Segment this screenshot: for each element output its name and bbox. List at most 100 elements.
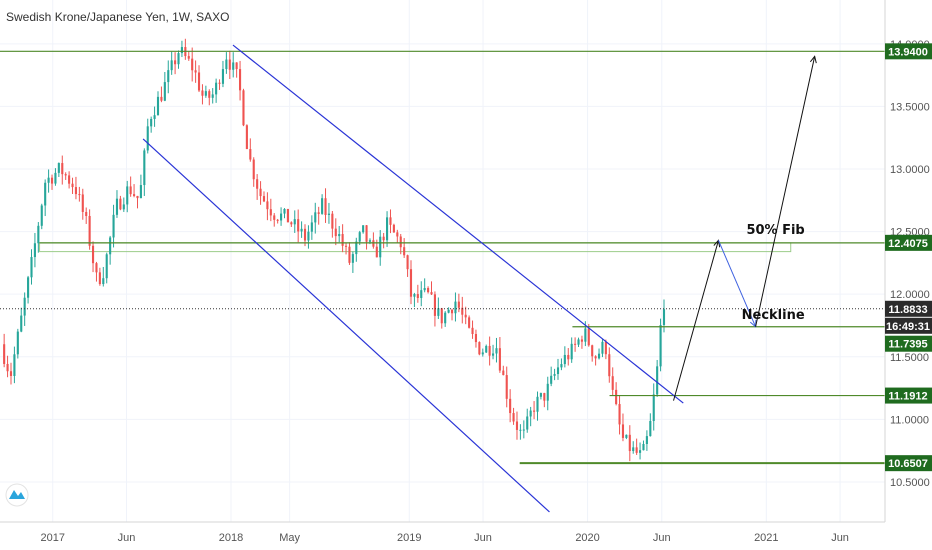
candle-body [201, 90, 204, 96]
candle-body [577, 339, 580, 345]
candle-body [498, 348, 501, 371]
candle-body [587, 328, 590, 346]
candle-body [454, 301, 457, 314]
candle-body [591, 345, 594, 357]
candle-body [177, 53, 180, 65]
projection-arrow-3-head [809, 55, 817, 64]
candle-body [447, 309, 450, 313]
candle-body [3, 344, 6, 364]
candle-body [519, 429, 522, 431]
candle-body [57, 163, 60, 173]
channel-line-upper [232, 44, 684, 404]
candle-body [283, 208, 286, 214]
candle-body [266, 201, 269, 210]
level-price-tag: 10.6507 [888, 458, 928, 470]
candle-body [102, 278, 105, 285]
candle-body [314, 212, 317, 223]
candle-body [91, 245, 95, 264]
candle-body [594, 356, 597, 359]
candle-body [228, 59, 231, 70]
candle-body [399, 236, 402, 248]
candle-body [502, 370, 505, 376]
channel-line-lower [142, 138, 550, 513]
candle-body [406, 255, 409, 270]
x-tick-label: Jun [653, 532, 671, 544]
candle-body [307, 231, 310, 241]
x-tick-label: May [279, 532, 300, 544]
candle-body [433, 294, 436, 316]
candle-body [286, 208, 289, 223]
levels-layer [0, 50, 885, 465]
x-tick-label: 2018 [219, 532, 243, 544]
candle-body [550, 375, 553, 384]
candle-body [474, 334, 478, 343]
candle-body [635, 447, 638, 453]
candle-body [129, 186, 132, 195]
candle-body [262, 196, 266, 202]
candle-body [47, 177, 50, 183]
candle-body [126, 186, 129, 205]
tradingview-logo-icon[interactable] [5, 483, 29, 507]
candle-body [98, 272, 101, 285]
candle-body [621, 424, 625, 438]
candle-body [256, 179, 259, 189]
current-price-tag-bg [885, 300, 932, 317]
candles-layer [3, 38, 666, 462]
candle-body [341, 234, 344, 246]
candle-body [437, 308, 440, 316]
candle-body [317, 212, 320, 214]
candle-body [358, 232, 361, 242]
candle-body [375, 246, 378, 258]
candle-body [580, 339, 584, 342]
candle-body [143, 150, 146, 186]
candle-body [652, 394, 655, 421]
candle-body [187, 56, 190, 59]
candle-body [85, 211, 88, 216]
candle-body [211, 94, 214, 98]
candle-body [471, 327, 474, 335]
x-tick-label: 2020 [575, 532, 599, 544]
candle-body [601, 341, 604, 354]
candle-body [242, 90, 245, 126]
candle-body [64, 174, 67, 176]
candle-body [625, 434, 628, 438]
candle-body [450, 309, 454, 314]
candle-body [604, 341, 607, 355]
candle-body [20, 315, 23, 332]
candle-body [208, 91, 211, 98]
candle-body [153, 115, 156, 119]
level-price-tag: 13.9400 [888, 46, 928, 58]
candle-body [488, 345, 491, 356]
candle-body [74, 187, 78, 195]
candle-body [362, 225, 365, 233]
candle-body [334, 228, 337, 237]
candle-body [461, 307, 464, 315]
candle-body [533, 410, 536, 412]
candle-body [163, 82, 166, 101]
candle-body [109, 237, 112, 255]
candle-body [259, 188, 262, 197]
candle-body [457, 301, 460, 308]
candle-body [156, 96, 160, 116]
candle-body [321, 198, 324, 214]
candle-body [88, 215, 91, 246]
candle-body [122, 204, 125, 210]
candle-body [194, 70, 197, 73]
time-axis[interactable] [0, 522, 885, 550]
candle-body [344, 245, 348, 247]
candle-body [327, 213, 331, 215]
candle-body [611, 376, 614, 390]
candle-body [481, 352, 484, 355]
candle-body [221, 69, 225, 84]
candle-body [232, 62, 235, 70]
candle-body [597, 353, 601, 359]
candle-body [372, 240, 375, 247]
candle-body [553, 374, 556, 376]
candle-body [16, 331, 19, 355]
candle-body [656, 366, 659, 395]
grid-layer [0, 0, 885, 522]
fib-annotation: 50% Fib [746, 223, 804, 238]
candle-body [386, 217, 389, 241]
projection-arrow-2 [717, 240, 757, 327]
